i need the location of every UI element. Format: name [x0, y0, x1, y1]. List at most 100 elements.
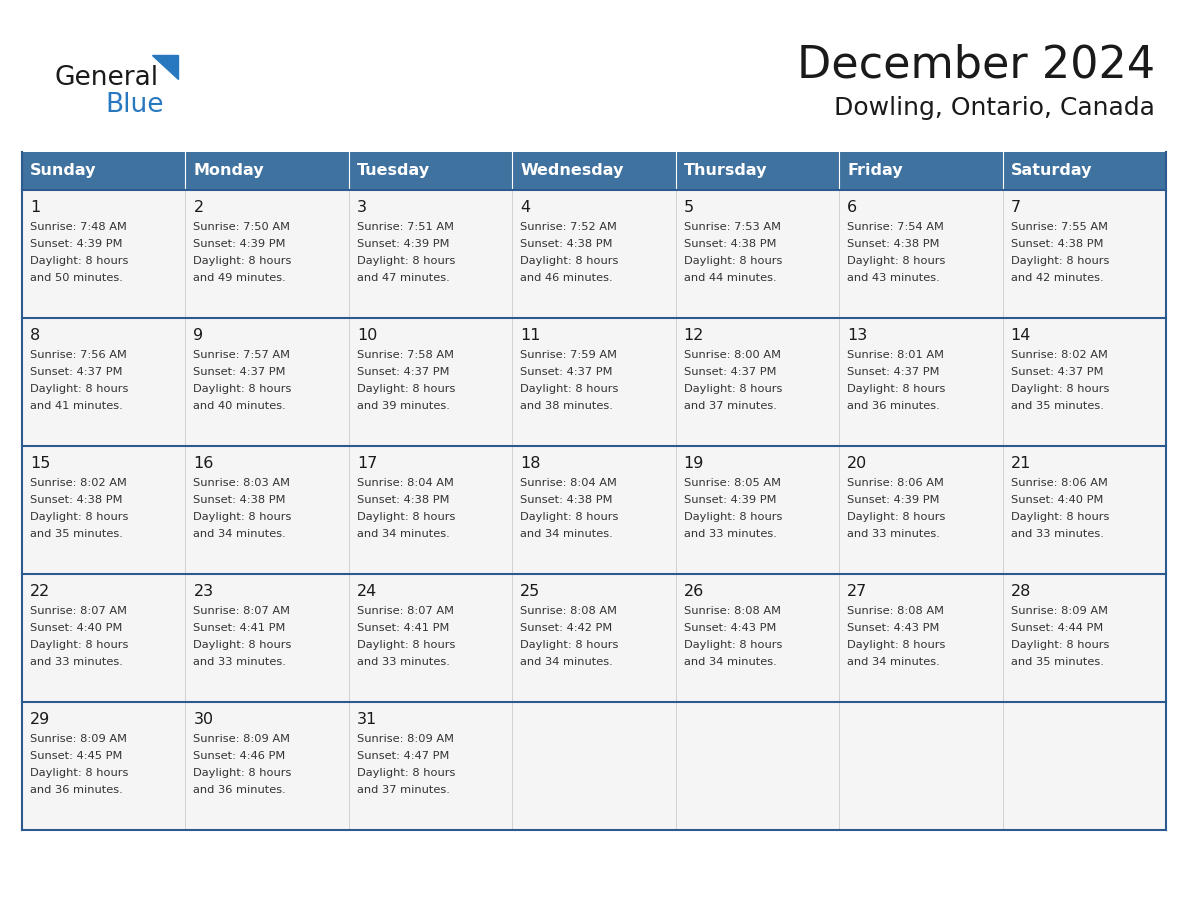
Bar: [512, 318, 676, 446]
Text: Daylight: 8 hours: Daylight: 8 hours: [847, 640, 946, 650]
Text: 14: 14: [1011, 328, 1031, 343]
Text: and 35 minutes.: and 35 minutes.: [1011, 657, 1104, 667]
Text: and 36 minutes.: and 36 minutes.: [194, 785, 286, 795]
Text: and 34 minutes.: and 34 minutes.: [684, 657, 777, 667]
Text: December 2024: December 2024: [797, 43, 1155, 86]
Text: 22: 22: [30, 584, 50, 599]
Bar: [839, 446, 1003, 574]
Bar: [839, 190, 1003, 318]
Bar: [676, 190, 839, 318]
Text: Daylight: 8 hours: Daylight: 8 hours: [847, 512, 946, 522]
Text: and 33 minutes.: and 33 minutes.: [194, 657, 286, 667]
Text: Sunrise: 7:56 AM: Sunrise: 7:56 AM: [30, 350, 127, 360]
Text: 27: 27: [847, 584, 867, 599]
Text: Saturday: Saturday: [1011, 163, 1092, 178]
Text: 2: 2: [194, 200, 203, 215]
Text: 9: 9: [194, 328, 203, 343]
Text: and 40 minutes.: and 40 minutes.: [194, 401, 286, 411]
Text: 5: 5: [684, 200, 694, 215]
Text: and 37 minutes.: and 37 minutes.: [356, 785, 450, 795]
Text: Daylight: 8 hours: Daylight: 8 hours: [684, 512, 782, 522]
Bar: [1003, 152, 1165, 190]
Text: Daylight: 8 hours: Daylight: 8 hours: [1011, 384, 1108, 394]
Text: Sunset: 4:38 PM: Sunset: 4:38 PM: [520, 239, 613, 249]
Text: 17: 17: [356, 456, 378, 471]
Text: Sunrise: 7:54 AM: Sunrise: 7:54 AM: [847, 222, 944, 232]
Text: Sunset: 4:38 PM: Sunset: 4:38 PM: [194, 495, 286, 505]
Bar: [676, 702, 839, 830]
Bar: [676, 152, 839, 190]
Text: and 37 minutes.: and 37 minutes.: [684, 401, 777, 411]
Text: Blue: Blue: [105, 92, 164, 118]
Text: 12: 12: [684, 328, 704, 343]
Text: Sunrise: 8:07 AM: Sunrise: 8:07 AM: [194, 606, 290, 616]
Bar: [349, 152, 512, 190]
Text: Daylight: 8 hours: Daylight: 8 hours: [684, 256, 782, 266]
Text: Daylight: 8 hours: Daylight: 8 hours: [520, 384, 619, 394]
Text: Sunrise: 8:06 AM: Sunrise: 8:06 AM: [847, 478, 944, 488]
Bar: [1003, 190, 1165, 318]
Text: and 33 minutes.: and 33 minutes.: [356, 657, 450, 667]
Text: Sunset: 4:40 PM: Sunset: 4:40 PM: [30, 623, 122, 633]
Text: 29: 29: [30, 712, 50, 727]
Text: 3: 3: [356, 200, 367, 215]
Text: and 50 minutes.: and 50 minutes.: [30, 273, 122, 283]
Text: Daylight: 8 hours: Daylight: 8 hours: [30, 384, 128, 394]
Text: Sunset: 4:39 PM: Sunset: 4:39 PM: [30, 239, 122, 249]
Text: Sunset: 4:39 PM: Sunset: 4:39 PM: [194, 239, 286, 249]
Text: Sunrise: 7:48 AM: Sunrise: 7:48 AM: [30, 222, 127, 232]
Bar: [512, 446, 676, 574]
Text: Sunrise: 8:09 AM: Sunrise: 8:09 AM: [1011, 606, 1107, 616]
Text: Wednesday: Wednesday: [520, 163, 624, 178]
Text: Sunset: 4:38 PM: Sunset: 4:38 PM: [684, 239, 776, 249]
Text: Sunday: Sunday: [30, 163, 96, 178]
Text: 25: 25: [520, 584, 541, 599]
Text: Sunset: 4:38 PM: Sunset: 4:38 PM: [520, 495, 613, 505]
Text: Thursday: Thursday: [684, 163, 767, 178]
Text: Sunset: 4:41 PM: Sunset: 4:41 PM: [356, 623, 449, 633]
Text: Sunrise: 8:05 AM: Sunrise: 8:05 AM: [684, 478, 781, 488]
Bar: [349, 446, 512, 574]
Bar: [1003, 702, 1165, 830]
Bar: [185, 446, 349, 574]
Text: General: General: [55, 65, 159, 91]
Bar: [23, 318, 185, 446]
Bar: [185, 702, 349, 830]
Text: Sunrise: 8:09 AM: Sunrise: 8:09 AM: [30, 734, 127, 744]
Text: and 44 minutes.: and 44 minutes.: [684, 273, 776, 283]
Text: Tuesday: Tuesday: [356, 163, 430, 178]
Text: Sunset: 4:44 PM: Sunset: 4:44 PM: [1011, 623, 1102, 633]
Text: Sunset: 4:37 PM: Sunset: 4:37 PM: [1011, 367, 1104, 377]
Bar: [512, 574, 676, 702]
Text: 13: 13: [847, 328, 867, 343]
Text: and 35 minutes.: and 35 minutes.: [30, 529, 122, 539]
Bar: [512, 152, 676, 190]
Bar: [676, 318, 839, 446]
Text: Daylight: 8 hours: Daylight: 8 hours: [520, 256, 619, 266]
Text: Sunset: 4:45 PM: Sunset: 4:45 PM: [30, 751, 122, 761]
Text: Sunset: 4:40 PM: Sunset: 4:40 PM: [1011, 495, 1102, 505]
Text: Sunset: 4:37 PM: Sunset: 4:37 PM: [356, 367, 449, 377]
Bar: [1003, 446, 1165, 574]
Text: Sunrise: 8:08 AM: Sunrise: 8:08 AM: [684, 606, 781, 616]
Text: Monday: Monday: [194, 163, 264, 178]
Bar: [23, 702, 185, 830]
Text: 15: 15: [30, 456, 50, 471]
Text: 1: 1: [30, 200, 40, 215]
Text: Sunrise: 8:08 AM: Sunrise: 8:08 AM: [847, 606, 944, 616]
Text: and 34 minutes.: and 34 minutes.: [356, 529, 449, 539]
Bar: [349, 318, 512, 446]
Text: Sunset: 4:39 PM: Sunset: 4:39 PM: [356, 239, 449, 249]
Text: Daylight: 8 hours: Daylight: 8 hours: [356, 384, 455, 394]
Text: Sunset: 4:46 PM: Sunset: 4:46 PM: [194, 751, 285, 761]
Text: Sunset: 4:39 PM: Sunset: 4:39 PM: [847, 495, 940, 505]
Bar: [185, 574, 349, 702]
Text: and 33 minutes.: and 33 minutes.: [847, 529, 940, 539]
Text: Sunrise: 8:09 AM: Sunrise: 8:09 AM: [194, 734, 290, 744]
Text: Sunset: 4:38 PM: Sunset: 4:38 PM: [356, 495, 449, 505]
Bar: [839, 702, 1003, 830]
Text: Sunset: 4:41 PM: Sunset: 4:41 PM: [194, 623, 286, 633]
Text: Sunset: 4:39 PM: Sunset: 4:39 PM: [684, 495, 776, 505]
Text: Daylight: 8 hours: Daylight: 8 hours: [194, 768, 292, 778]
Text: Sunrise: 8:08 AM: Sunrise: 8:08 AM: [520, 606, 618, 616]
